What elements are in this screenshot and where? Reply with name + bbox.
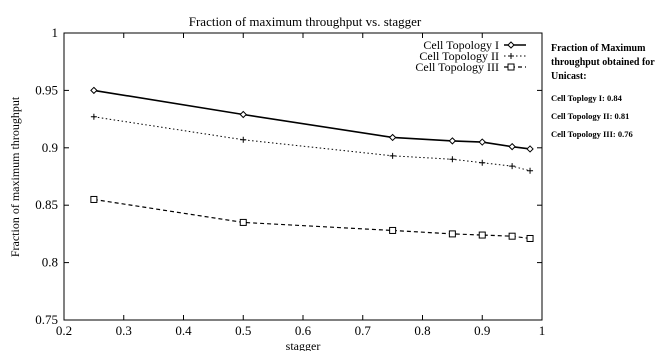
unicast-note-row: Cell Topology III: 0.76 bbox=[551, 129, 633, 139]
diamond-marker bbox=[478, 138, 486, 146]
plus-marker bbox=[508, 53, 514, 59]
x-tick-label: 0.8 bbox=[414, 323, 430, 338]
series-layer bbox=[90, 86, 534, 242]
series-3 bbox=[90, 195, 534, 242]
diamond-marker bbox=[90, 86, 98, 95]
diamond-marker bbox=[526, 145, 534, 153]
plus-marker bbox=[389, 152, 396, 159]
unicast-note-row: Cell Topology II: 0.81 bbox=[551, 111, 630, 121]
series-line bbox=[93, 89, 531, 150]
plot-frame bbox=[63, 32, 543, 321]
series-1 bbox=[90, 86, 534, 153]
x-tick-label: 1 bbox=[539, 323, 546, 338]
y-tick-label: 0.85 bbox=[35, 197, 58, 212]
series-line bbox=[93, 198, 531, 240]
unicast-note: Fraction of Maximum throughput obtained … bbox=[551, 42, 672, 140]
x-tick-label: 0.5 bbox=[235, 323, 251, 338]
legend-label: Cell Topology III bbox=[415, 60, 499, 74]
square-marker bbox=[90, 195, 98, 203]
diamond-marker bbox=[448, 137, 457, 145]
x-axis-label: stagger bbox=[286, 339, 321, 351]
unicast-note-title: Fraction of Maximum throughput obtained … bbox=[551, 43, 655, 82]
plus-marker bbox=[240, 136, 247, 143]
diamond-marker bbox=[507, 41, 515, 49]
square-marker bbox=[448, 230, 456, 238]
plus-marker bbox=[509, 163, 516, 170]
plus-marker bbox=[527, 167, 534, 174]
y-tick-label: 0.9 bbox=[42, 140, 58, 155]
diamond-marker bbox=[508, 142, 516, 151]
plus-marker bbox=[479, 159, 486, 166]
square-marker bbox=[508, 232, 516, 240]
x-tick-label: 0.2 bbox=[56, 323, 72, 338]
square-marker bbox=[507, 63, 515, 71]
x-tick-label: 0.4 bbox=[175, 323, 192, 338]
plus-marker bbox=[449, 156, 456, 163]
legend-label: Cell Topology II bbox=[419, 49, 499, 63]
legend-label: Cell Topology I bbox=[423, 38, 499, 52]
chart-title: Fraction of maximum throughput vs. stagg… bbox=[189, 14, 422, 29]
diamond-marker bbox=[239, 110, 247, 119]
y-tick-label: 0.75 bbox=[35, 312, 58, 327]
x-tick-label: 0.3 bbox=[116, 323, 132, 338]
x-tick-label: 0.6 bbox=[295, 323, 312, 338]
y-tick-label: 0.8 bbox=[42, 255, 58, 270]
y-axis: 0.75 0.8 0.85 0.9 0.95 1 bbox=[35, 25, 542, 327]
square-marker bbox=[478, 231, 486, 239]
series-2 bbox=[90, 113, 534, 174]
y-tick-label: 1 bbox=[52, 25, 59, 40]
square-marker bbox=[389, 226, 397, 234]
y-axis-label: Fraction of maximum throughput bbox=[8, 96, 22, 257]
x-tick-label: 0.7 bbox=[355, 323, 372, 338]
x-tick-label: 0.9 bbox=[474, 323, 490, 338]
unicast-note-row: Cell Toplogy I: 0.84 bbox=[551, 93, 622, 103]
square-marker bbox=[526, 234, 534, 242]
square-marker bbox=[239, 218, 247, 226]
plus-marker bbox=[90, 113, 97, 120]
diamond-marker bbox=[388, 133, 397, 142]
y-tick-label: 0.95 bbox=[35, 82, 58, 97]
x-axis: 0.2 0.3 0.4 0.5 0.6 0.7 0.8 0.9 1 bbox=[56, 33, 545, 338]
